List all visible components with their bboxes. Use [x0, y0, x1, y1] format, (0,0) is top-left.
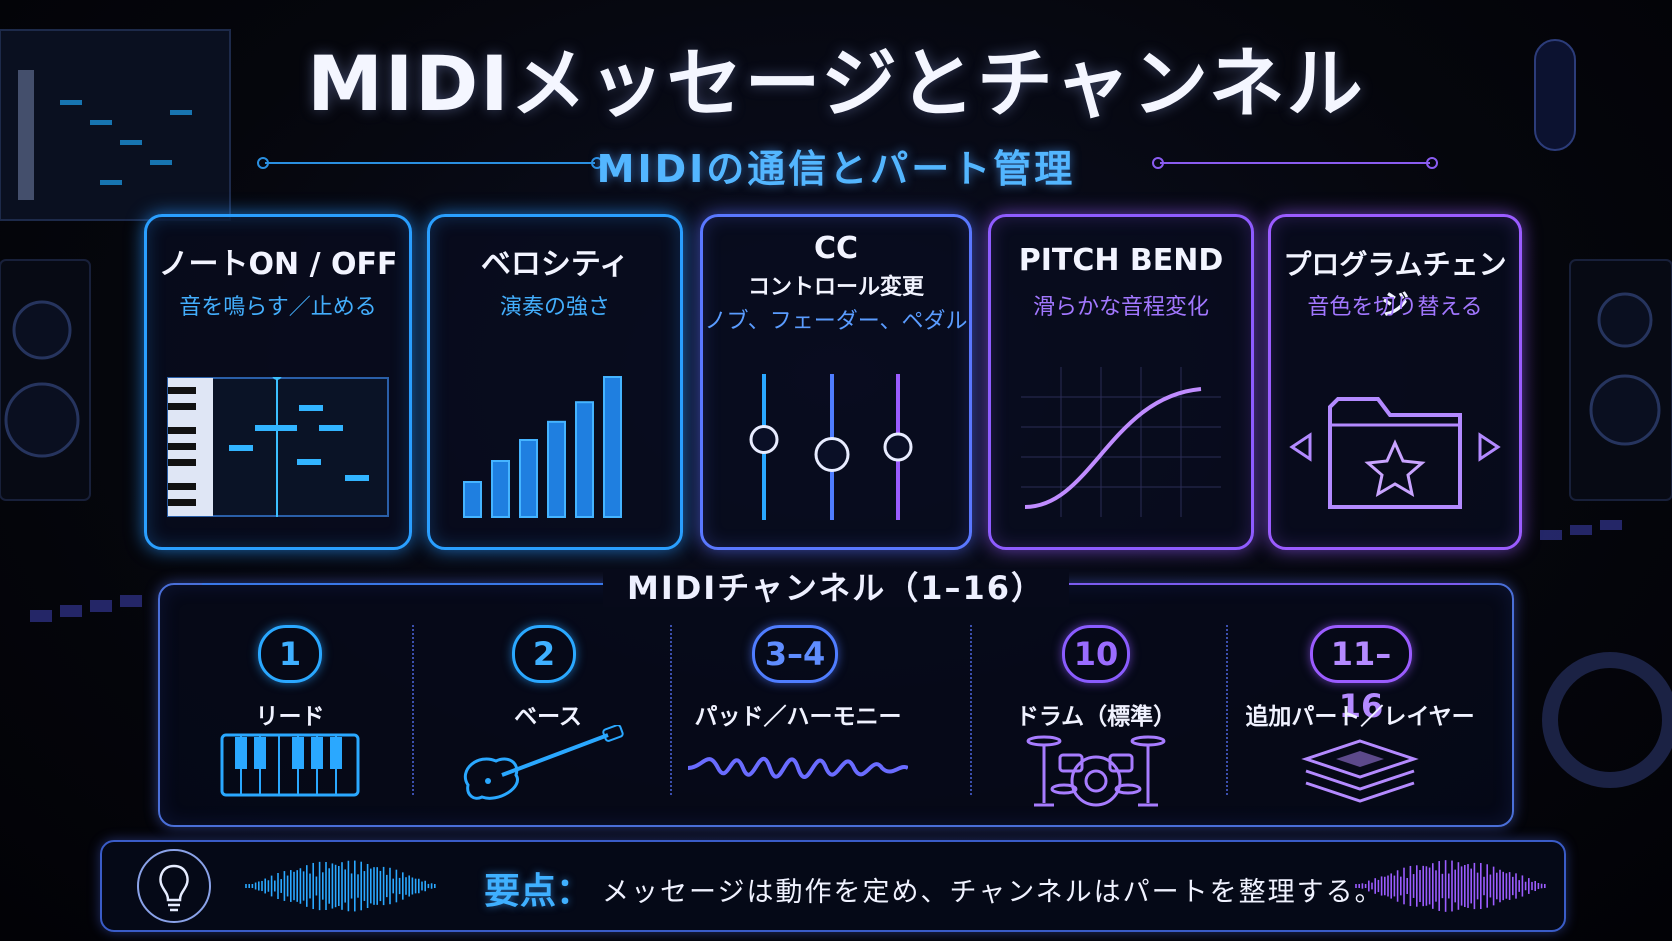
fader-knob: [749, 425, 779, 454]
channel-3-4: 3–4 パッド／ハーモニー: [678, 625, 918, 815]
piano-roll-icon: [167, 377, 389, 517]
card-pitch-bend: PITCH BEND 滑らかな音程変化: [988, 214, 1254, 550]
velocity-bar: [491, 460, 510, 518]
subtitle-line-right: [1152, 157, 1438, 169]
card-desc: 滑らかな音程変化: [1032, 295, 1209, 320]
channel-2: 2 ベース: [428, 625, 668, 815]
keyboard-icon: [220, 733, 360, 797]
fader-knob: [883, 432, 913, 462]
channel-1: 1 リード: [170, 625, 410, 815]
channel-number: 2: [512, 625, 576, 683]
card-title: CC: [813, 231, 859, 266]
lightbulb-icon: [137, 849, 211, 923]
sound-wave-left-icon: [245, 860, 436, 912]
bass-guitar-icon: [464, 725, 624, 800]
fader-icon: [749, 374, 913, 520]
keypoint-text: メッセージは動作を定め、チャンネルはパートを整理する。: [602, 877, 1384, 908]
channel-label: ドラム（標準）: [1015, 704, 1177, 730]
channel-number: 11–16: [1310, 625, 1412, 725]
card-title: ノートON / OFF: [158, 247, 398, 282]
card-title: ベロシティ: [480, 247, 630, 282]
channel-line-right: [1060, 583, 1470, 585]
channel-label: 追加パート／レイヤー: [1245, 704, 1475, 730]
card-cc: CC コントロール変更 ノブ、フェーダー、ペダル: [700, 214, 972, 550]
layers-icon: [1301, 739, 1419, 803]
sound-wave-right-icon: [1355, 860, 1546, 912]
keypoint-bar: 要点： メッセージは動作を定め、チャンネルはパートを整理する。: [100, 840, 1566, 932]
channel-number: 3–4: [752, 625, 838, 683]
card-note-on-off: ノートON / OFF 音を鳴らす／止める: [144, 214, 412, 550]
preset-folder-icon: [1289, 397, 1501, 509]
card-desc: ノブ、フェーダー、ペダル: [704, 309, 968, 334]
waveform-icon: [688, 757, 908, 779]
card-velocity: ベロシティ 演奏の強さ: [427, 214, 683, 550]
subtitle: MIDIの通信とパート管理: [596, 147, 1076, 191]
page-title: MIDIメッセージとチャンネル: [307, 39, 1365, 128]
card-program-change: プログラムチェンジ 音色を切り替える: [1268, 214, 1522, 550]
channel-divider: [970, 625, 972, 795]
velocity-bar: [547, 420, 566, 518]
channel-11-16: 11–16 追加パート／レイヤー: [1245, 625, 1490, 815]
fader-knob: [814, 437, 850, 472]
card-title-sub: コントロール変更: [747, 275, 924, 300]
channel-divider: [412, 625, 414, 795]
velocity-bars-icon: [463, 376, 622, 519]
midi-channels-panel: MIDIチャンネル（1–16） 1 リード 2 ベース: [158, 569, 1514, 827]
pitch-curve-icon: [1021, 367, 1221, 517]
channel-10: 10 ドラム（標準）: [976, 625, 1216, 815]
channel-number: 1: [258, 625, 322, 683]
subtitle-row: MIDIの通信とパート管理: [0, 138, 1672, 191]
channel-number: 10: [1062, 625, 1130, 683]
channel-label: ベース: [514, 704, 582, 730]
channel-label: パッド／ハーモニー: [694, 704, 902, 730]
channels-title: MIDIチャンネル（1–16）: [160, 563, 1512, 609]
channel-divider: [670, 625, 672, 795]
card-desc: 音を鳴らす／止める: [179, 295, 377, 320]
keypoint-label: 要点：: [484, 871, 593, 912]
channel-label: リード: [255, 704, 325, 730]
card-desc: 演奏の強さ: [499, 295, 610, 320]
channel-line-left: [202, 583, 622, 585]
card-desc: 音色を切り替える: [1307, 295, 1483, 320]
velocity-bar: [519, 439, 538, 518]
channel-divider: [1226, 625, 1228, 795]
velocity-bar: [575, 401, 594, 519]
subtitle-line-left: [257, 157, 603, 169]
card-title: PITCH BEND: [1018, 243, 1224, 278]
velocity-bar: [463, 481, 482, 518]
drum-kit-icon: [1026, 735, 1166, 807]
card-title: プログラムチェンジ: [1283, 248, 1507, 321]
velocity-bar: [603, 376, 622, 518]
